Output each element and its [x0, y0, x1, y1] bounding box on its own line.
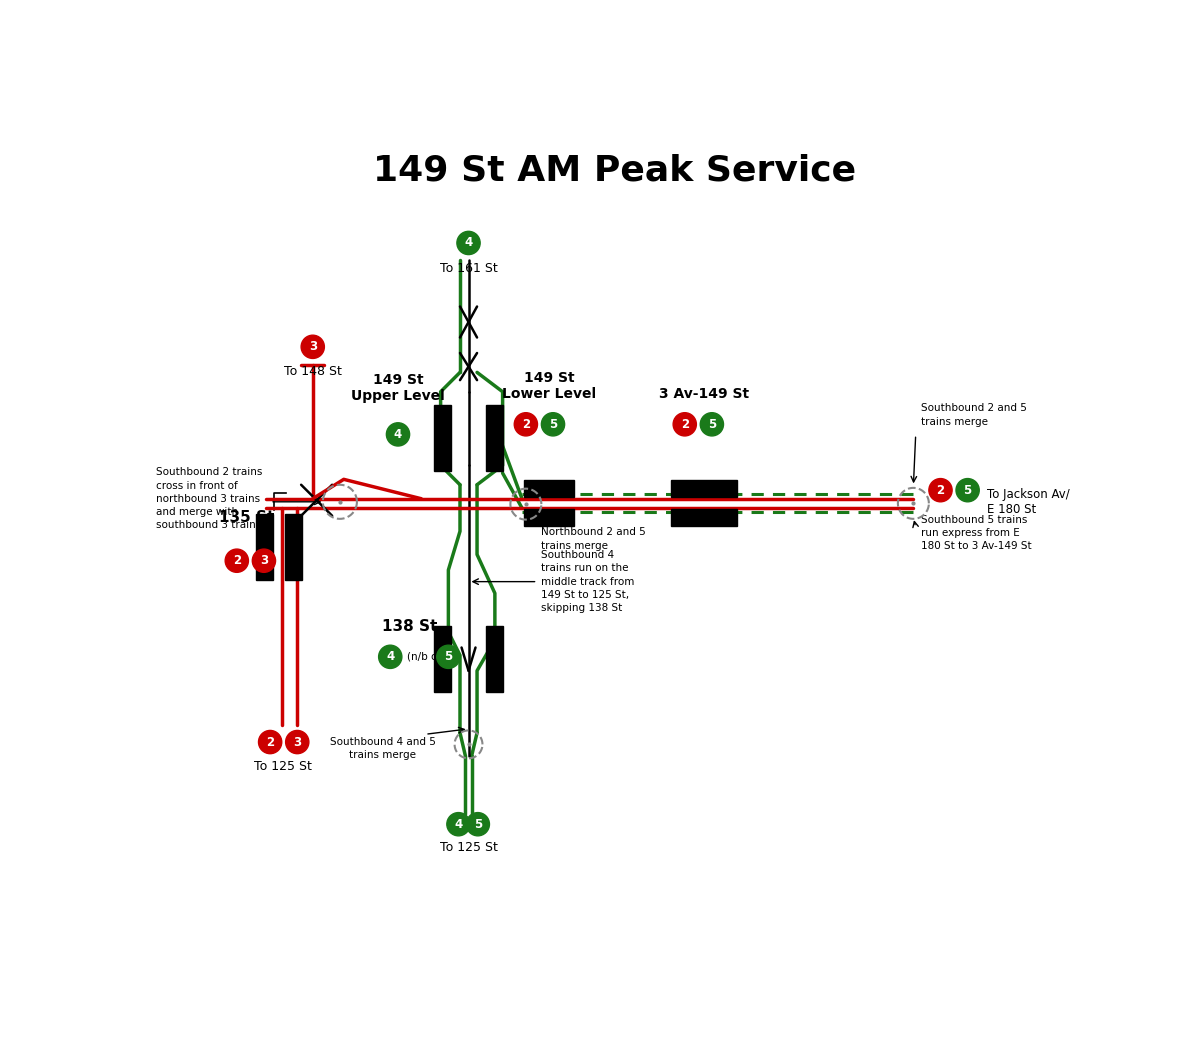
Text: Southbound 5 trains
run express from E
180 St to 3 Av-149 St: Southbound 5 trains run express from E 1…	[922, 514, 1032, 551]
Bar	[256, 513, 274, 580]
Text: 2: 2	[936, 484, 944, 497]
Circle shape	[437, 645, 460, 668]
Text: 4: 4	[394, 428, 402, 441]
Bar	[524, 480, 575, 498]
Text: Southbound 4 and 5
trains merge: Southbound 4 and 5 trains merge	[330, 736, 436, 760]
Text: 3 Av-149 St: 3 Av-149 St	[659, 387, 749, 401]
Circle shape	[541, 412, 565, 436]
Text: Southbound 4
trains run on the
middle track from
149 St to 125 St,
skipping 138 : Southbound 4 trains run on the middle tr…	[541, 550, 635, 613]
Text: 149 St AM Peak Service: 149 St AM Peak Service	[373, 154, 857, 188]
Bar	[671, 480, 737, 498]
Text: To 161 St: To 161 St	[439, 262, 498, 275]
Bar	[671, 509, 737, 526]
Text: 2: 2	[266, 735, 274, 749]
Bar	[486, 405, 503, 471]
Circle shape	[258, 730, 282, 753]
Text: 5: 5	[444, 650, 452, 664]
Text: To 125 St: To 125 St	[254, 760, 312, 773]
Text: 4: 4	[386, 650, 395, 664]
Text: (n/b only): (n/b only)	[407, 652, 457, 662]
Text: To 125 St: To 125 St	[439, 842, 498, 854]
Circle shape	[446, 812, 470, 836]
Text: 5: 5	[474, 817, 482, 831]
Text: To 148 St: To 148 St	[284, 365, 342, 378]
Text: Southbound 2 and 5
trains merge: Southbound 2 and 5 trains merge	[922, 403, 1027, 427]
Text: 5: 5	[548, 418, 557, 431]
Circle shape	[252, 549, 276, 572]
Circle shape	[379, 645, 402, 668]
Text: 149 St
Lower Level: 149 St Lower Level	[502, 371, 596, 401]
Circle shape	[956, 479, 979, 502]
Text: Southbound 2 trains
cross in front of
northbound 3 trains
and merge with
southbo: Southbound 2 trains cross in front of no…	[156, 467, 263, 530]
Bar	[486, 626, 503, 692]
Text: 4: 4	[464, 237, 473, 249]
Text: 4: 4	[455, 817, 462, 831]
Circle shape	[301, 336, 324, 359]
Text: 5: 5	[708, 418, 716, 431]
Bar	[524, 509, 575, 526]
Text: 135 St: 135 St	[220, 510, 275, 525]
Text: 3: 3	[293, 735, 301, 749]
Text: To Jackson Av/
E 180 St: To Jackson Av/ E 180 St	[986, 488, 1069, 515]
Bar	[284, 513, 302, 580]
Circle shape	[386, 423, 409, 446]
Text: 2: 2	[522, 418, 530, 431]
Text: 3: 3	[308, 340, 317, 353]
Text: 138 St: 138 St	[382, 619, 437, 633]
Bar	[434, 405, 451, 471]
Text: 2: 2	[680, 418, 689, 431]
Circle shape	[457, 231, 480, 255]
Circle shape	[286, 730, 308, 753]
Circle shape	[673, 412, 696, 436]
Bar	[434, 626, 451, 692]
Circle shape	[701, 412, 724, 436]
Text: 3: 3	[260, 554, 268, 567]
Circle shape	[467, 812, 490, 836]
Circle shape	[515, 412, 538, 436]
Text: 149 St
Upper Level: 149 St Upper Level	[352, 373, 445, 403]
Circle shape	[226, 549, 248, 572]
Text: 2: 2	[233, 554, 241, 567]
Text: 5: 5	[964, 484, 972, 497]
Circle shape	[929, 479, 952, 502]
Text: Northbound 2 and 5
trains merge: Northbound 2 and 5 trains merge	[541, 527, 646, 550]
